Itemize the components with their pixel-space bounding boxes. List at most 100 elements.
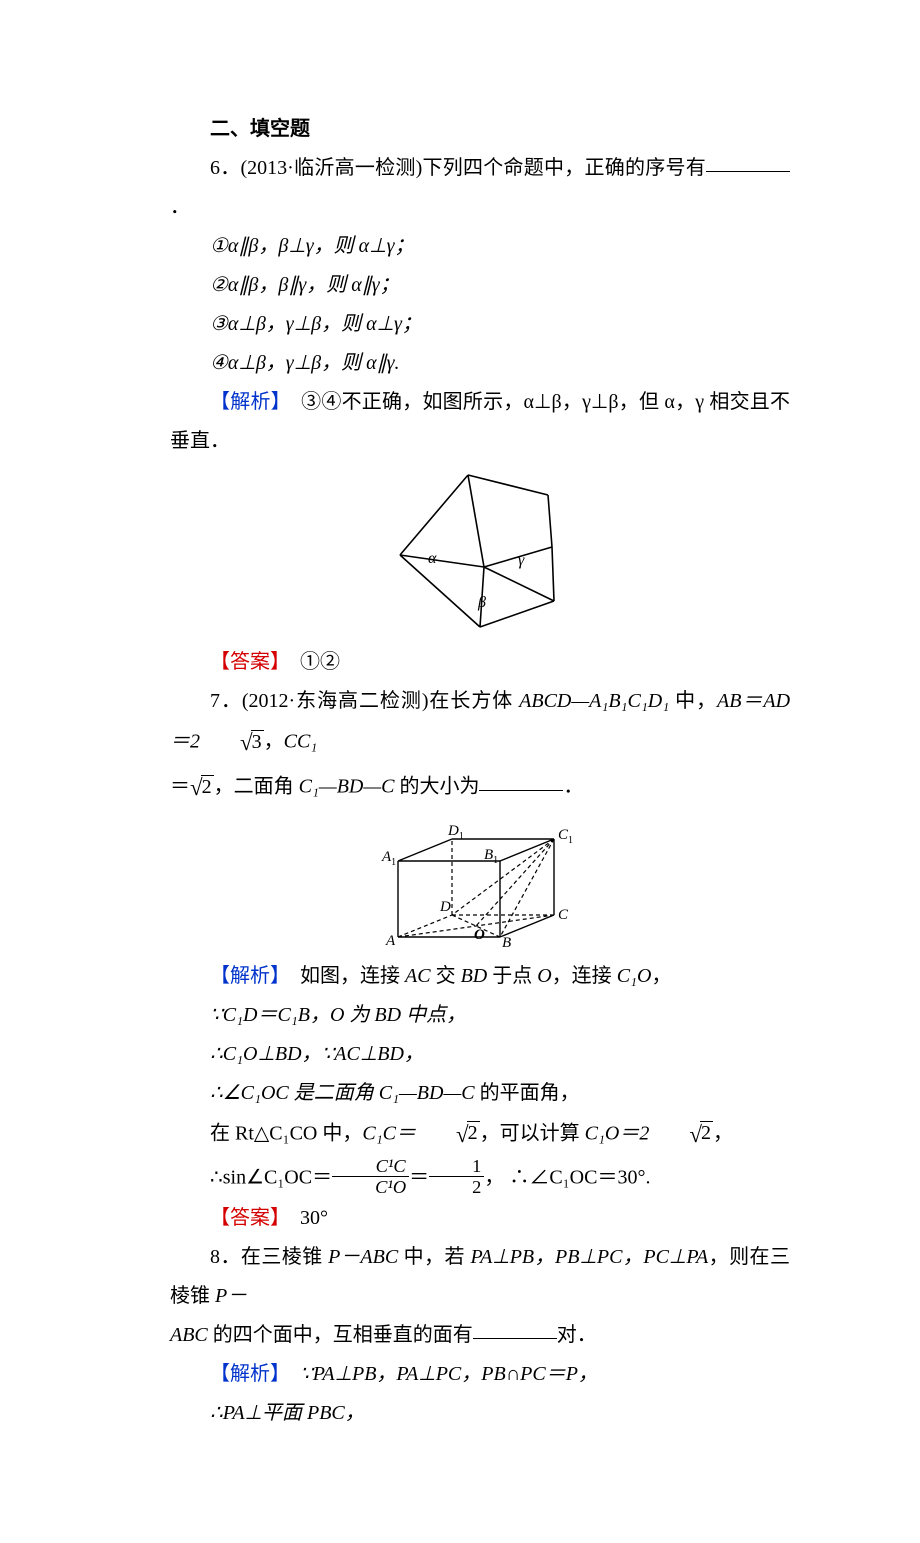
svg-text:A: A — [385, 933, 396, 949]
q6-answer: ①② — [300, 651, 340, 673]
q8-2b: 的四个面中，互相垂直的面有 — [208, 1324, 473, 1346]
q6-stem: 6．(2013·临沂高一检测)下列四个命题中，正确的序号有 ． — [170, 149, 790, 227]
q6-item-4: ④α⊥β，γ⊥β，则 α∥γ. — [170, 344, 790, 383]
analysis-label: 【解析】 — [210, 965, 280, 987]
q7-a6c: ， ∴∠C₁OC＝30°. — [484, 1166, 650, 1188]
svg-text:α: α — [428, 550, 437, 567]
q8-stem-l2: ABC 的四个面中，互相垂直的面有 对． — [170, 1316, 790, 1355]
q8-1b: P－ABC — [328, 1246, 398, 1268]
section-heading: 二、填空题 — [170, 110, 790, 149]
fraction-c1c-c1o: C¹CC¹O — [332, 1156, 409, 1197]
q6-stem-suffix: ． — [170, 196, 190, 218]
q8-2a: ABC — [170, 1324, 208, 1346]
q7-l1-b: 中， — [669, 690, 717, 712]
q7-a5c: ，可以计算 — [480, 1122, 585, 1144]
q7-analysis-1: 【解析】 如图，连接 AC 交 BD 于点 O，连接 C₁O， — [170, 957, 790, 996]
q7-l2-c: 的大小为 — [394, 776, 479, 798]
frac1-num: C¹C — [332, 1156, 409, 1177]
q6-item-4-text: ④α⊥β，γ⊥β，则 α∥γ. — [210, 352, 399, 374]
q8-1a: 8．在三棱锥 — [210, 1246, 328, 1268]
answer-label: 【答案】 — [210, 651, 280, 673]
q7-analysis-4: ∴∠C₁OC 是二面角 C₁—BD—C 的平面角， — [170, 1074, 790, 1113]
q6-item-2: ②α∥β，β∥γ，则 α∥γ； — [170, 266, 790, 305]
fraction-half: 12 — [429, 1156, 484, 1197]
svg-text:A1: A1 — [381, 849, 396, 868]
q7-analysis-5: 在 Rt△C₁CO 中，C₁C＝√2，可以计算 C₁O＝2√2， — [170, 1113, 790, 1158]
sqrt3-arg: 3 — [251, 730, 264, 753]
q8-a1: ∵PA⊥PB，PA⊥PC，PB∩PC＝P， — [300, 1363, 598, 1385]
q7-a1-b: 交 — [431, 965, 461, 987]
q7-a1-f: ，连接 — [552, 965, 617, 987]
q7-a1-pre: 如图，连接 — [300, 965, 405, 987]
svg-text:B1: B1 — [484, 847, 498, 866]
q8-1c: 中，若 — [398, 1246, 470, 1268]
frac2-den: 2 — [429, 1177, 484, 1197]
analysis-label: 【解析】 — [210, 391, 281, 413]
q7-a4a: ∴∠C₁OC 是二面角 — [210, 1082, 379, 1104]
q7-a5e: ， — [713, 1122, 733, 1144]
q7-figure: A B C D A1 B1 C1 D1 O — [170, 819, 790, 953]
q6-item-1: ①α∥β，β⊥γ，则 α⊥γ； — [170, 227, 790, 266]
q7-a3: ∴C₁O⊥BD，∵AC⊥BD， — [210, 1043, 424, 1065]
q8-1f: P－ — [215, 1285, 247, 1307]
q6-answer-line: 【答案】 ①② — [170, 643, 790, 682]
sqrt-3-icon: √3 — [200, 721, 264, 766]
q7-cc1: CC₁ — [284, 731, 318, 753]
q7-answer-line: 【答案】 30° — [170, 1199, 790, 1238]
q7-l2-a: ＝ — [170, 776, 190, 798]
q8-blank — [473, 1318, 557, 1339]
sqrt2-arg-3: 2 — [700, 1121, 713, 1144]
q7-a1-c: BD — [461, 965, 488, 987]
sqrt2-arg-1: 2 — [201, 775, 214, 798]
svg-text:B: B — [502, 935, 511, 951]
answer-label: 【答案】 — [210, 1207, 280, 1229]
q7-a5a: 在 Rt△C₁CO 中， — [210, 1122, 362, 1144]
q7-a1-e: O — [537, 965, 551, 987]
q7-cuboid: ABCD—A₁B₁C₁D₁ — [519, 690, 669, 712]
q6-item-2-text: ②α∥β，β∥γ，则 α∥γ； — [210, 274, 400, 296]
q7-a5d: C₁O＝2 — [585, 1122, 650, 1144]
q7-a1-a: AC — [405, 965, 431, 987]
q7-a4-d: C₁—BD—C — [379, 1082, 475, 1104]
q8-analysis-1: 【解析】 ∵PA⊥PB，PA⊥PC，PB∩PC＝P， — [170, 1355, 790, 1394]
q7-a5b: C₁C＝ — [362, 1122, 416, 1144]
sqrt-2-icon: √2 — [416, 1113, 480, 1158]
q8-2c: 对． — [557, 1324, 597, 1346]
q8-analysis-2: ∴PA⊥平面 PBC， — [170, 1394, 790, 1433]
q7-l1-c: ， — [264, 731, 284, 753]
q6-blank — [706, 151, 790, 172]
svg-text:C: C — [558, 907, 569, 923]
q7-a1-h: ， — [651, 965, 671, 987]
q7-blank — [479, 770, 563, 791]
q7-a1-g: C₁O — [617, 965, 652, 987]
svg-text:β: β — [477, 594, 486, 611]
svg-text:O: O — [474, 927, 485, 943]
q6-analysis-line: 【解析】 ③④不正确，如图所示，α⊥β，γ⊥β，但 α，γ 相交且不垂直． — [170, 383, 790, 461]
svg-text:γ: γ — [518, 552, 525, 569]
q7-stem-l1: 7．(2012·东海高二检测)在长方体 ABCD—A₁B₁C₁D₁ 中，AB＝A… — [170, 682, 790, 766]
q7-l2-b: ，二面角 — [214, 776, 299, 798]
q6-item-3: ③α⊥β，γ⊥β，则 α⊥γ； — [170, 305, 790, 344]
q7-stem-l2: ＝√2，二面角 C₁—BD—C 的大小为． — [170, 766, 790, 811]
q7-answer: 30° — [300, 1207, 328, 1229]
q7-a2: ∵C₁D＝C₁B，O 为 BD 中点， — [210, 1004, 466, 1026]
q8-a2: ∴PA⊥平面 PBC， — [210, 1402, 365, 1424]
q7-a4b: 的平面角， — [475, 1082, 580, 1104]
q7-analysis-3: ∴C₁O⊥BD，∵AC⊥BD， — [170, 1035, 790, 1074]
svg-text:D: D — [439, 899, 451, 915]
q7-a6a: ∴sin∠C₁OC＝ — [210, 1166, 332, 1188]
q7-dihedral: C₁—BD—C — [299, 776, 395, 798]
sqrt2-arg-2: 2 — [467, 1121, 480, 1144]
frac2-num: 1 — [429, 1156, 484, 1177]
q7-a1-d: 于点 — [487, 965, 537, 987]
q8-1d: PA⊥PB，PB⊥PC，PC⊥PA — [470, 1246, 708, 1268]
sqrt-2-icon: √2 — [649, 1113, 713, 1158]
q6-figure: α γ β — [170, 469, 790, 639]
svg-text:C1: C1 — [558, 827, 573, 846]
q7-l2-d: ． — [563, 776, 583, 798]
analysis-label: 【解析】 — [210, 1363, 280, 1385]
frac1-den: C¹O — [332, 1177, 409, 1197]
q6-stem-prefix: 6．(2013·临沂高一检测)下列四个命题中，正确的序号有 — [210, 157, 706, 179]
q7-analysis-6: ∴sin∠C₁OC＝C¹CC¹O＝12， ∴∠C₁OC＝30°. — [170, 1158, 790, 1199]
q7-analysis-2: ∵C₁D＝C₁B，O 为 BD 中点， — [170, 996, 790, 1035]
